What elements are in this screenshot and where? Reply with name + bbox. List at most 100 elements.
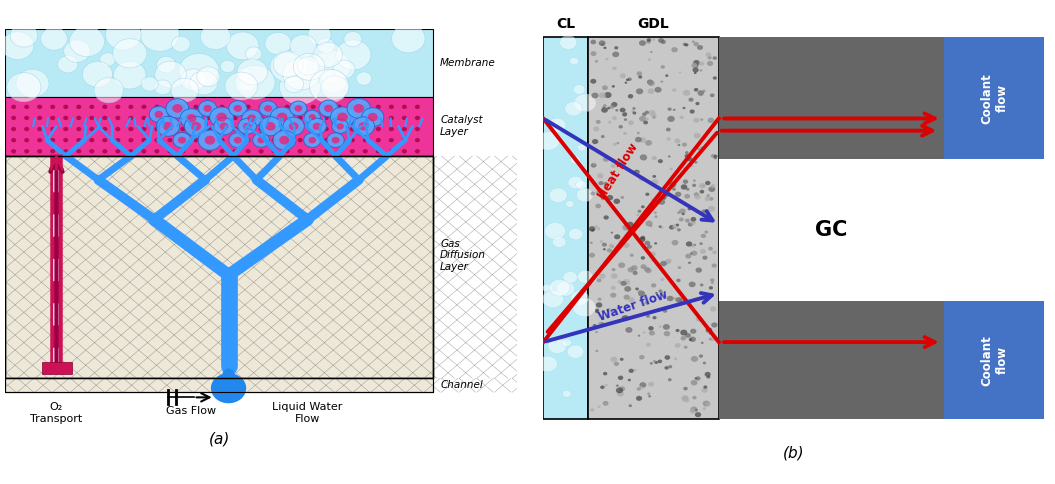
Circle shape [640, 256, 645, 259]
Circle shape [180, 109, 203, 128]
Circle shape [617, 280, 622, 284]
Circle shape [708, 206, 715, 212]
Circle shape [548, 338, 567, 353]
Circle shape [571, 290, 589, 305]
Circle shape [41, 28, 68, 50]
Bar [944, 302, 1044, 419]
Circle shape [12, 138, 16, 142]
Circle shape [600, 43, 605, 46]
Circle shape [597, 406, 600, 408]
Circle shape [173, 133, 191, 148]
Circle shape [271, 149, 276, 153]
Circle shape [615, 109, 618, 111]
Circle shape [630, 254, 634, 257]
Circle shape [402, 105, 407, 109]
Circle shape [679, 302, 684, 305]
Circle shape [324, 116, 329, 120]
Circle shape [638, 291, 646, 297]
Circle shape [703, 256, 708, 260]
Circle shape [602, 106, 606, 108]
Circle shape [198, 101, 217, 116]
Circle shape [713, 154, 717, 158]
Circle shape [646, 40, 651, 44]
Circle shape [24, 116, 30, 120]
Circle shape [655, 292, 657, 294]
Circle shape [686, 188, 690, 191]
Circle shape [562, 339, 572, 347]
Circle shape [290, 101, 307, 116]
Circle shape [568, 176, 583, 189]
Circle shape [312, 50, 350, 83]
Circle shape [237, 59, 268, 85]
Circle shape [661, 196, 667, 200]
Circle shape [598, 298, 601, 301]
Circle shape [185, 116, 208, 136]
Circle shape [674, 138, 680, 143]
Circle shape [141, 149, 147, 153]
Circle shape [219, 149, 225, 153]
Circle shape [646, 268, 652, 273]
Circle shape [619, 108, 626, 112]
Circle shape [349, 116, 354, 120]
Circle shape [667, 296, 673, 301]
Circle shape [258, 149, 264, 153]
Circle shape [154, 80, 171, 95]
Circle shape [1, 32, 34, 60]
Circle shape [246, 116, 251, 120]
Circle shape [689, 98, 693, 102]
Circle shape [677, 144, 680, 146]
Bar [543, 37, 589, 419]
Circle shape [193, 116, 198, 120]
Circle shape [654, 361, 658, 364]
Circle shape [652, 156, 657, 160]
Bar [41, 363, 72, 374]
Circle shape [102, 127, 108, 131]
Circle shape [597, 227, 600, 230]
Circle shape [628, 378, 631, 381]
Circle shape [140, 18, 179, 51]
Circle shape [710, 184, 715, 188]
Circle shape [102, 149, 108, 153]
Circle shape [618, 125, 622, 129]
Circle shape [596, 120, 600, 124]
Circle shape [691, 380, 697, 385]
Circle shape [415, 127, 420, 131]
Circle shape [633, 369, 636, 371]
Circle shape [154, 105, 159, 109]
Circle shape [141, 105, 147, 109]
Circle shape [180, 138, 186, 142]
Circle shape [694, 195, 701, 199]
Circle shape [705, 372, 711, 377]
Circle shape [706, 327, 712, 333]
Circle shape [691, 217, 696, 222]
Circle shape [650, 362, 653, 364]
Circle shape [258, 127, 264, 131]
Circle shape [577, 271, 593, 283]
Circle shape [698, 354, 703, 358]
Circle shape [710, 336, 716, 341]
Circle shape [543, 284, 552, 292]
Circle shape [642, 332, 646, 334]
Circle shape [616, 384, 619, 387]
Circle shape [665, 366, 669, 370]
Circle shape [712, 56, 717, 60]
Circle shape [701, 147, 704, 149]
Circle shape [698, 93, 703, 96]
Circle shape [616, 142, 619, 144]
Text: GDL: GDL [637, 17, 670, 31]
Circle shape [614, 234, 620, 239]
Circle shape [684, 346, 688, 349]
Circle shape [270, 51, 307, 82]
Circle shape [660, 227, 664, 229]
Circle shape [232, 105, 237, 109]
Circle shape [699, 249, 706, 254]
Circle shape [684, 397, 690, 403]
Circle shape [113, 39, 147, 68]
Circle shape [665, 193, 669, 197]
Circle shape [624, 118, 628, 121]
Circle shape [704, 385, 707, 389]
Circle shape [708, 56, 712, 60]
Circle shape [76, 116, 81, 120]
Circle shape [335, 40, 371, 70]
Circle shape [620, 196, 625, 199]
